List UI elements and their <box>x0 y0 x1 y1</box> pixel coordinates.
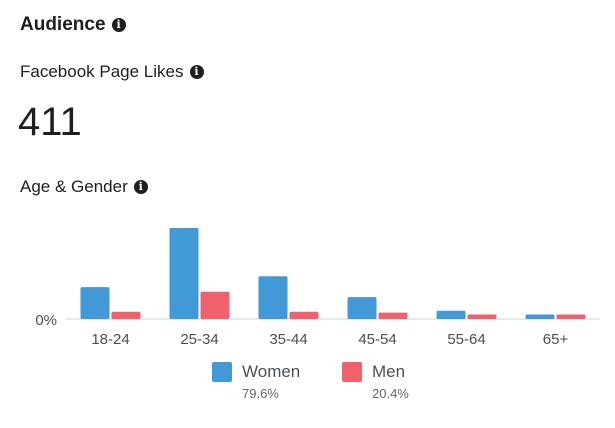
legend-men-label: Men <box>372 362 406 381</box>
legend-men-pct: 20.4% <box>372 386 409 401</box>
bar-women-55-64[interactable] <box>436 310 466 319</box>
info-icon[interactable]: i <box>133 180 148 194</box>
legend-item-women[interactable]: Women 79.6% <box>212 362 300 401</box>
bar-men-18-24[interactable] <box>111 311 141 319</box>
women-swatch <box>212 362 232 382</box>
x-tick-label: 45-54 <box>358 331 396 348</box>
legend-item-men[interactable]: Men 20.4% <box>342 362 409 401</box>
bar-women-45-54[interactable] <box>347 297 377 319</box>
bar-women-35-44[interactable] <box>258 276 288 319</box>
info-icon[interactable]: i <box>189 65 204 79</box>
age-gender-label: Age & Gender <box>20 177 128 196</box>
bar-men-55-64[interactable] <box>467 314 497 319</box>
audience-heading: Audience i <box>20 14 126 36</box>
age-gender-chart: 0% 18-24 25-34 35-44 45-54 55-64 65+ <box>35 228 600 348</box>
page-likes-heading: Facebook Page Likes i <box>20 62 204 82</box>
bar-men-45-54[interactable] <box>378 312 408 319</box>
x-tick-label: 25-34 <box>180 331 218 348</box>
age-gender-heading: Age & Gender i <box>20 177 148 197</box>
legend-women-pct: 79.6% <box>242 386 279 401</box>
audience-title: Audience <box>20 14 106 35</box>
info-icon[interactable]: i <box>111 18 126 32</box>
bar-men-35-44[interactable] <box>289 311 319 319</box>
bar-men-25-34[interactable] <box>200 291 230 319</box>
bar-women-65+[interactable] <box>525 314 555 319</box>
page-likes-value: 411 <box>18 100 82 144</box>
bar-men-65+[interactable] <box>556 314 586 319</box>
page-likes-label: Facebook Page Likes <box>20 62 184 81</box>
y-tick-label: 0% <box>35 312 57 329</box>
x-tick-label: 18-24 <box>91 331 129 348</box>
men-swatch <box>342 362 362 382</box>
x-tick-label: 35-44 <box>269 331 307 348</box>
bar-women-18-24[interactable] <box>80 287 110 319</box>
legend-women-label: Women <box>242 362 301 381</box>
x-tick-label: 55-64 <box>447 331 485 348</box>
bar-women-25-34[interactable] <box>169 228 199 319</box>
x-tick-label: 65+ <box>543 331 569 348</box>
